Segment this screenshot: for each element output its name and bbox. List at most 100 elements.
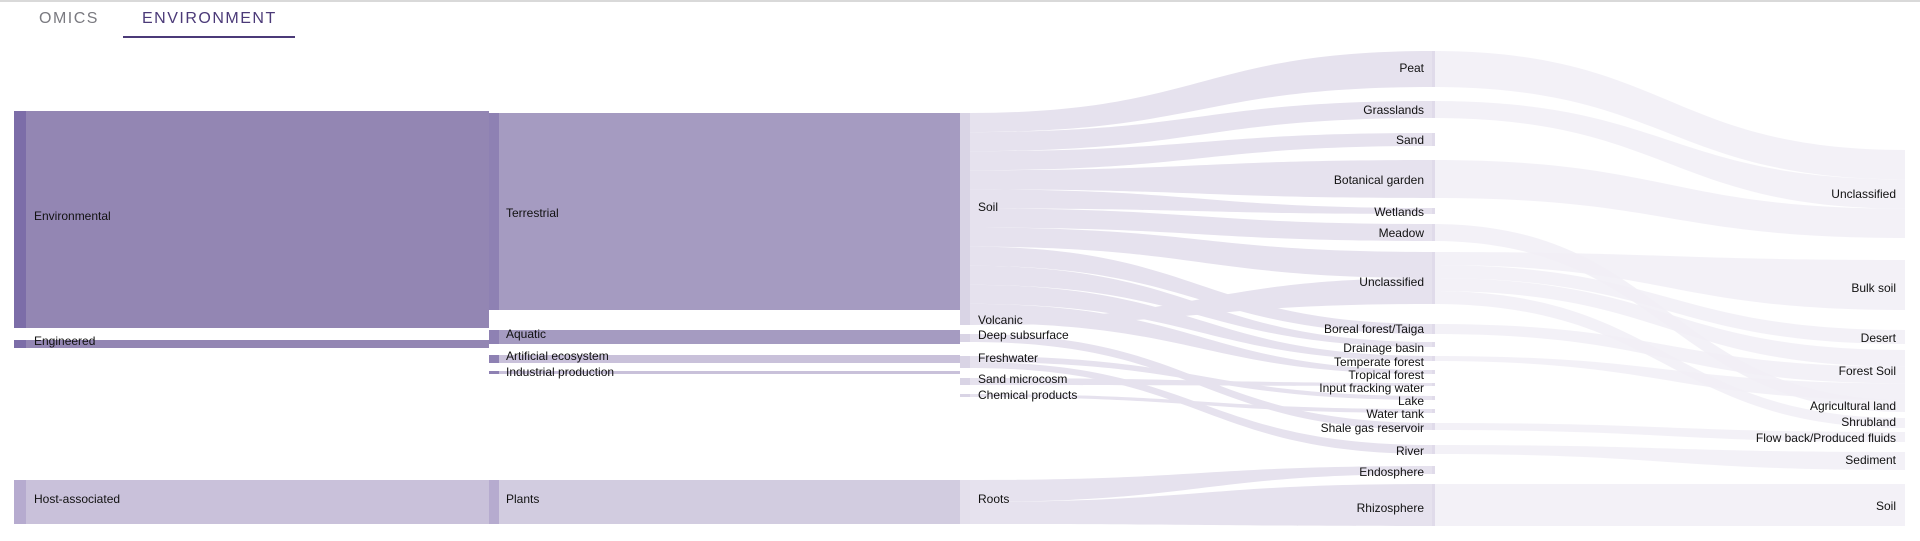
node-label-boreal_forest: Boreal forest/Taiga — [1324, 322, 1424, 336]
node-bar-endosphere[interactable] — [1432, 466, 1435, 474]
link-chemical_products-to-water_tank — [970, 394, 1432, 413]
sankey-labels: Environmental Engineered Host-associated Te… — [34, 61, 1897, 515]
node-label-lake: Lake — [1398, 394, 1424, 408]
link-freshwater-to-lake — [970, 356, 1432, 400]
link-soil-to-peat — [970, 51, 1432, 133]
node-bar-environmental[interactable] — [14, 111, 26, 328]
node-label-host_associated: Host-associated — [34, 492, 120, 506]
link-freshwater-to-river — [970, 362, 1432, 454]
node-label-roots: Roots — [978, 492, 1009, 506]
node-label-input_fracking_water: Input fracking water — [1319, 381, 1424, 395]
node-bar-meadow[interactable] — [1432, 224, 1435, 241]
node-bar-roots[interactable] — [960, 480, 970, 524]
node-bar-deep_subsurface[interactable] — [960, 334, 970, 342]
node-label-unclassified_l5: Unclassified — [1831, 187, 1896, 201]
link-unclassified_l4-to-bulk_soil — [1432, 252, 1905, 310]
node-bar-sand[interactable] — [1432, 133, 1435, 146]
node-bar-tropical_forest[interactable] — [1432, 370, 1435, 374]
node-block-terrestrial — [499, 113, 960, 310]
link-rhizosphere-to-soil_l5 — [1432, 484, 1905, 526]
node-label-forest_soil: Forest Soil — [1839, 364, 1896, 378]
top-divider — [0, 0, 1920, 2]
node-label-botanical_garden: Botanical garden — [1334, 173, 1424, 187]
node-block-industrial_production — [499, 371, 960, 374]
node-label-endosphere: Endosphere — [1359, 465, 1424, 479]
node-label-artificial_ecosystem: Artificial ecosystem — [506, 349, 609, 363]
node-label-sediment: Sediment — [1845, 453, 1896, 467]
node-label-deep_subsurface: Deep subsurface — [978, 328, 1069, 342]
node-bar-chemical_products[interactable] — [960, 394, 970, 397]
node-bar-water_tank[interactable] — [1432, 409, 1435, 413]
link-meadow-to-agricultural_land — [1432, 224, 1905, 412]
tab-omics[interactable]: OMICS — [39, 10, 99, 27]
sankey-links — [970, 51, 1905, 526]
sankey-nodes — [14, 51, 1435, 526]
node-bar-drainage_basin[interactable] — [1432, 342, 1435, 347]
node-bar-soil[interactable] — [960, 113, 970, 323]
node-bar-engineered[interactable] — [14, 340, 26, 348]
node-label-water_tank: Water tank — [1366, 407, 1425, 421]
node-label-bulk_soil: Bulk soil — [1851, 281, 1896, 295]
node-bar-grasslands[interactable] — [1432, 101, 1435, 118]
link-boreal_forest-to-forest_soil — [1432, 324, 1905, 384]
link-sand_microcosm-to-input_fracking_water — [970, 378, 1432, 386]
active-tab-indicator — [123, 36, 295, 38]
node-label-shale_gas_reservoir: Shale gas reservoir — [1321, 421, 1424, 435]
node-block-artificial_ecosystem — [499, 355, 960, 363]
node-bar-lake[interactable] — [1432, 396, 1435, 400]
node-bar-artificial_ecosystem[interactable] — [489, 355, 499, 363]
node-label-volcanic: Volcanic — [978, 313, 1023, 327]
node-bar-volcanic[interactable] — [960, 320, 970, 325]
node-bar-aquatic[interactable] — [489, 330, 499, 344]
link-volcanic-to-unclassified_l4 — [970, 278, 1432, 325]
node-label-sand_microcosm: Sand microcosm — [978, 372, 1067, 386]
link-grasslands-to-unclassified_l5 — [1432, 101, 1905, 209]
node-bar-rhizosphere[interactable] — [1432, 484, 1435, 526]
node-bar-input_fracking_water[interactable] — [1432, 383, 1435, 386]
node-label-rhizosphere: Rhizosphere — [1357, 501, 1425, 515]
link-soil-to-wetlands — [970, 189, 1432, 214]
node-bar-terrestrial[interactable] — [489, 113, 499, 310]
node-bar-shale_gas_reservoir[interactable] — [1432, 423, 1435, 430]
node-label-wetlands: Wetlands — [1374, 205, 1424, 219]
node-block-aquatic — [499, 330, 960, 344]
node-label-flow_back: Flow back/Produced fluids — [1756, 431, 1896, 445]
node-label-temperate_forest: Temperate forest — [1334, 355, 1425, 369]
node-bar-plants[interactable] — [489, 480, 499, 524]
node-bar-industrial_production[interactable] — [489, 371, 499, 374]
node-bar-unclassified_l4[interactable] — [1432, 252, 1435, 304]
node-bar-botanical_garden[interactable] — [1432, 160, 1435, 198]
node-label-agricultural_land: Agricultural land — [1810, 399, 1896, 413]
link-unclassified_l4-to-shrubland — [1432, 291, 1905, 428]
node-bar-boreal_forest[interactable] — [1432, 324, 1435, 334]
link-soil-to-meadow — [970, 208, 1432, 241]
node-block-host_associated — [26, 480, 489, 524]
node-bar-sand_microcosm[interactable] — [960, 378, 970, 385]
node-bar-wetlands[interactable] — [1432, 208, 1435, 214]
node-block-engineered — [26, 340, 489, 348]
link-unclassified_l4-to-desert — [1432, 265, 1905, 344]
node-label-meadow: Meadow — [1379, 226, 1425, 240]
link-soil-to-unclassified_l4 — [970, 227, 1432, 278]
node-label-chemical_products: Chemical products — [978, 388, 1077, 402]
node-bar-freshwater[interactable] — [960, 356, 970, 368]
node-bar-peat[interactable] — [1432, 51, 1435, 87]
node-label-tropical_forest: Tropical forest — [1348, 368, 1424, 382]
link-river-to-sediment — [1432, 445, 1905, 470]
node-label-freshwater: Freshwater — [978, 351, 1038, 365]
node-label-river: River — [1396, 444, 1424, 458]
node-label-terrestrial: Terrestrial — [506, 206, 559, 220]
link-soil-to-temperate_forest — [970, 284, 1432, 361]
node-label-soil_l5: Soil — [1876, 499, 1896, 513]
node-label-industrial_production: Industrial production — [506, 365, 614, 379]
node-bar-river[interactable] — [1432, 445, 1435, 454]
tab-environment[interactable]: ENVIRONMENT — [142, 10, 277, 27]
link-peat-to-unclassified_l5 — [1432, 51, 1905, 180]
node-label-aquatic: Aquatic — [506, 327, 546, 341]
node-bar-temperate_forest[interactable] — [1432, 356, 1435, 361]
link-botanical_garden-to-unclassified_l5 — [1432, 160, 1905, 238]
node-label-environmental: Environmental — [34, 209, 111, 223]
node-bar-host_associated[interactable] — [14, 480, 26, 524]
node-label-unclassified_l4: Unclassified — [1359, 275, 1424, 289]
